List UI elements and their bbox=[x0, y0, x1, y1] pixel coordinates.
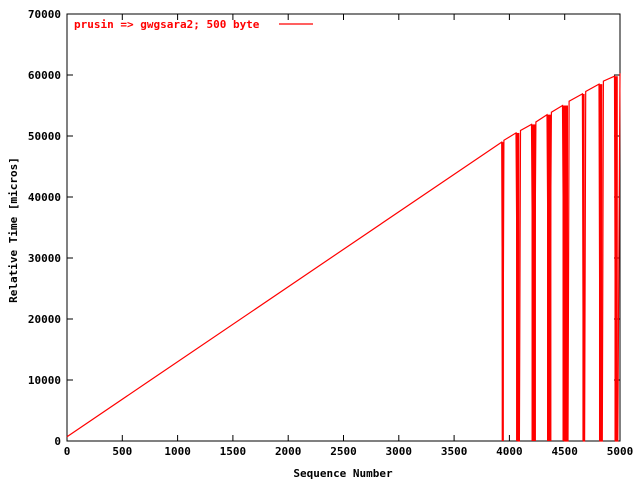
series-line bbox=[66, 73, 621, 442]
x-tick-label: 1000 bbox=[164, 445, 191, 458]
drop-band bbox=[547, 114, 552, 442]
drop-band bbox=[562, 105, 569, 441]
x-axis-label: Sequence Number bbox=[293, 467, 393, 480]
x-tick-label: 2500 bbox=[330, 445, 357, 458]
y-tick-label: 40000 bbox=[28, 191, 61, 204]
drop-band bbox=[598, 84, 603, 442]
y-tick-label: 0 bbox=[54, 435, 61, 448]
y-tick-label: 70000 bbox=[28, 8, 61, 21]
x-tick-label: 4500 bbox=[551, 445, 578, 458]
legend: prusin => gwgsara2; 500 byte bbox=[74, 18, 313, 31]
y-tick-label: 50000 bbox=[28, 130, 61, 143]
drop-band bbox=[516, 132, 520, 441]
drop-band bbox=[614, 76, 618, 441]
y-tick-label: 30000 bbox=[28, 252, 61, 265]
x-tick-label: 2000 bbox=[275, 445, 302, 458]
legend-entry-label: prusin => gwgsara2; 500 byte bbox=[74, 18, 260, 31]
x-tick-label: 4000 bbox=[496, 445, 523, 458]
x-tick-label: 0 bbox=[64, 445, 71, 458]
plot-border bbox=[66, 13, 621, 442]
series-layer bbox=[66, 73, 621, 442]
x-axis-ticks: 0 500 1000 1500 2000 2500 3000 3500 4000 4500 5000 bbox=[64, 14, 634, 458]
plot-frame bbox=[66, 13, 621, 442]
drop-band bbox=[582, 93, 585, 441]
y-tick-label: 20000 bbox=[28, 313, 61, 326]
x-tick-label: 500 bbox=[112, 445, 132, 458]
drop-band bbox=[501, 142, 504, 441]
x-tick-label: 3500 bbox=[441, 445, 468, 458]
y-axis-label: Relative Time [micros] bbox=[7, 157, 20, 303]
y-tick-label: 60000 bbox=[28, 69, 61, 82]
drop-band bbox=[531, 124, 536, 441]
x-tick-label: 3000 bbox=[386, 445, 413, 458]
y-axis-ticks: 0 10000 20000 30000 40000 50000 60000 70000 bbox=[28, 8, 620, 448]
x-tick-label: 1500 bbox=[220, 445, 247, 458]
x-tick-label: 5000 bbox=[607, 445, 634, 458]
y-tick-label: 10000 bbox=[28, 374, 61, 387]
